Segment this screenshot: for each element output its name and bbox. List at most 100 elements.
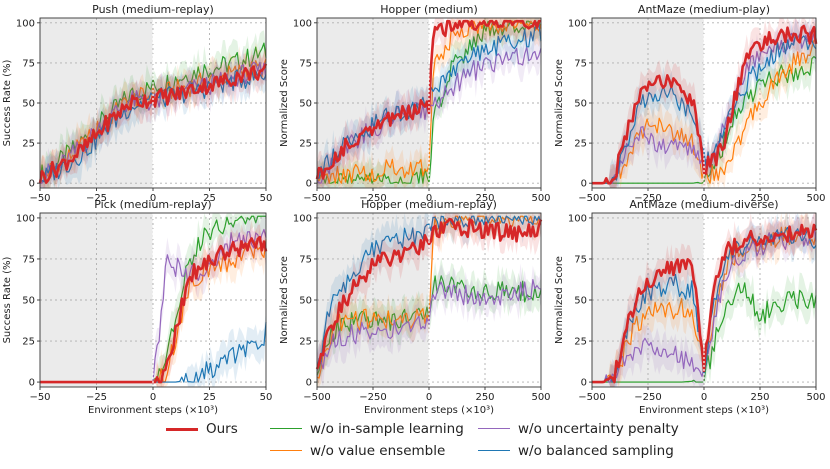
chart-panel-4: −500 −250 0 250 500 0 25 50 75 100 Hopper (medium-… bbox=[279, 198, 551, 416]
x-tick-label: −500 bbox=[303, 392, 330, 403]
x-tick-label: −250 bbox=[634, 392, 661, 403]
y-tick-label: 100 bbox=[16, 213, 35, 224]
series-line-w-o-uncertainty-penalty bbox=[316, 278, 542, 370]
x-tick-label: 0 bbox=[701, 392, 707, 403]
series-band-w-o-value-ensemble bbox=[592, 213, 816, 387]
chart-title: AntMaze (medium-play) bbox=[638, 3, 770, 16]
series-band-w-o-uncertainty-penalty bbox=[40, 46, 266, 188]
y-tick-label: 50 bbox=[574, 296, 587, 307]
series-band-w-o-in-sample-learning bbox=[40, 30, 266, 188]
y-tick-label: 25 bbox=[299, 139, 312, 150]
chart-title: Hopper (medium-replay) bbox=[361, 198, 497, 211]
y-tick-label: 0 bbox=[29, 179, 35, 190]
y-tick-label: 0 bbox=[29, 378, 35, 389]
y-tick-label: 75 bbox=[22, 254, 35, 265]
y-tick-label: 0 bbox=[306, 179, 312, 190]
legend: Ours w/o in-sample learning w/o uncertai… bbox=[0, 419, 830, 467]
x-tick-label: 500 bbox=[531, 392, 550, 403]
series-line-ours bbox=[38, 63, 268, 184]
y-tick-label: 100 bbox=[568, 213, 587, 224]
series-band-w-o-in-sample-learning bbox=[40, 213, 266, 387]
x-tick-label: −250 bbox=[359, 193, 386, 204]
legend-label-value-ensemble: w/o value ensemble bbox=[310, 443, 446, 459]
x-axis-label: Environment steps (×10³) bbox=[639, 405, 769, 416]
chart-panel-3: −50 −25 0 25 50 0 25 50 75 100 Pick (medium-replay… bbox=[2, 198, 272, 416]
series-band-w-o-in-sample-learning bbox=[592, 263, 816, 384]
y-axis-label: Normalized Score bbox=[279, 59, 290, 147]
y-tick-label: 25 bbox=[574, 337, 587, 348]
x-tick-label: 50 bbox=[260, 193, 273, 204]
y-tick-label: 50 bbox=[299, 296, 312, 307]
y-axis-label: Normalized Score bbox=[554, 59, 565, 147]
chart-panel-5: −500 −250 0 250 500 0 25 50 75 100 AntMaze (medium… bbox=[554, 198, 826, 416]
x-tick-label: 0 bbox=[426, 193, 432, 204]
series-line-w-o-balanced-sampling bbox=[316, 215, 542, 371]
y-tick-label: 25 bbox=[299, 337, 312, 348]
x-axis-label: Environment steps (×10³) bbox=[88, 405, 218, 416]
series-band-w-o-balanced-sampling bbox=[317, 213, 541, 387]
x-tick-label: 250 bbox=[475, 193, 494, 204]
series-band-w-o-uncertainty-penalty bbox=[592, 18, 816, 188]
series-band-w-o-value-ensemble bbox=[40, 226, 266, 387]
y-tick-label: 75 bbox=[299, 58, 312, 69]
y-tick-label: 75 bbox=[22, 58, 35, 69]
series-band-w-o-value-ensemble bbox=[592, 19, 816, 189]
y-tick-label: 50 bbox=[299, 99, 312, 110]
x-tick-label: −50 bbox=[29, 392, 50, 403]
legend-label-ours: Ours bbox=[206, 421, 238, 437]
x-tick-label: 0 bbox=[150, 193, 156, 204]
x-tick-label: 25 bbox=[203, 193, 216, 204]
x-tick-label: −500 bbox=[578, 392, 605, 403]
series-line-w-o-value-ensemble bbox=[316, 20, 542, 184]
series-line-ours bbox=[592, 24, 818, 185]
y-axis-label: Success Rate (%) bbox=[2, 59, 13, 146]
x-tick-label: 0 bbox=[150, 392, 156, 403]
legend-label-in-sample: w/o in-sample learning bbox=[310, 421, 464, 437]
legend-swatch-balanced bbox=[478, 450, 510, 451]
chart-title: Hopper (medium) bbox=[380, 3, 478, 16]
series-band-ours bbox=[592, 213, 816, 387]
y-tick-label: 25 bbox=[22, 139, 35, 150]
x-tick-label: 25 bbox=[203, 392, 216, 403]
x-tick-label: 0 bbox=[701, 193, 707, 204]
series-line-ours bbox=[315, 217, 543, 370]
y-tick-label: 50 bbox=[22, 296, 35, 307]
y-tick-label: 25 bbox=[22, 337, 35, 348]
x-tick-label: 500 bbox=[531, 193, 550, 204]
x-tick-label: −25 bbox=[86, 392, 107, 403]
y-tick-label: 100 bbox=[16, 18, 35, 29]
x-axis-label: Environment steps (×10³) bbox=[364, 405, 494, 416]
x-tick-label: 50 bbox=[260, 392, 273, 403]
y-tick-label: 50 bbox=[574, 99, 587, 110]
x-tick-label: 250 bbox=[750, 193, 769, 204]
y-axis-label: Normalized Score bbox=[554, 256, 565, 344]
x-tick-label: −250 bbox=[634, 193, 661, 204]
x-tick-label: −250 bbox=[359, 392, 386, 403]
y-tick-label: 0 bbox=[306, 378, 312, 389]
x-tick-label: 250 bbox=[750, 392, 769, 403]
x-tick-label: −500 bbox=[303, 193, 330, 204]
legend-swatch-value-ensemble bbox=[270, 450, 302, 451]
chart-title: AntMaze (medium-diverse) bbox=[629, 198, 778, 211]
chart-panel-0: −50 −25 0 25 50 0 25 50 75 100 Push (medium-replay… bbox=[2, 3, 272, 204]
y-axis-label: Success Rate (%) bbox=[2, 256, 13, 343]
legend-swatch-uncertainty bbox=[478, 428, 510, 429]
y-tick-label: 100 bbox=[293, 213, 312, 224]
series-band-w-o-in-sample-learning bbox=[317, 18, 541, 188]
y-axis-label: Normalized Score bbox=[279, 256, 290, 344]
legend-label-balanced: w/o balanced sampling bbox=[518, 443, 674, 459]
y-tick-label: 75 bbox=[299, 254, 312, 265]
series-line-ours bbox=[315, 19, 541, 180]
legend-swatch-in-sample bbox=[270, 428, 302, 429]
x-tick-label: −500 bbox=[578, 193, 605, 204]
x-tick-label: 0 bbox=[426, 392, 432, 403]
y-tick-label: 0 bbox=[581, 179, 587, 190]
chart-panel-1: −500 −250 0 250 500 0 25 50 75 100 Hopper (medium)… bbox=[279, 3, 551, 204]
legend-label-uncertainty: w/o uncertainty penalty bbox=[518, 421, 679, 437]
y-tick-label: 100 bbox=[568, 18, 587, 29]
y-tick-label: 75 bbox=[574, 58, 587, 69]
series-band-w-o-in-sample-learning bbox=[592, 41, 816, 189]
chart-panel-2: −500 −250 0 250 500 0 25 50 75 100 AntMaze (medium… bbox=[554, 3, 826, 204]
y-tick-label: 75 bbox=[574, 254, 587, 265]
x-tick-label: 500 bbox=[806, 392, 825, 403]
